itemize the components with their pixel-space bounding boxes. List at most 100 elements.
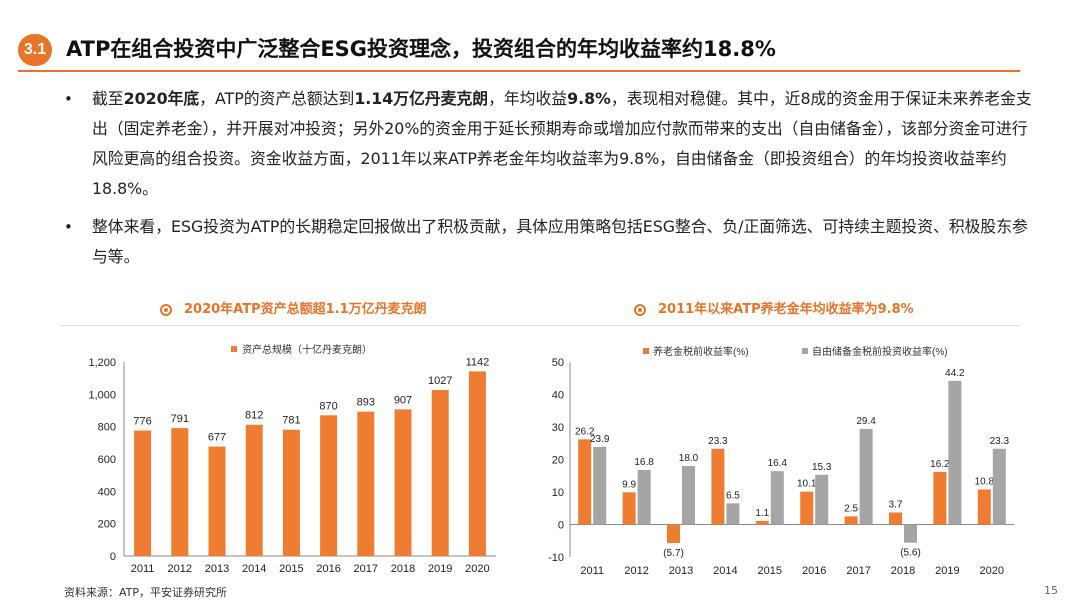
- bar-2012-s2: [637, 469, 651, 525]
- y-tick-label: 600: [98, 454, 116, 466]
- y-tick-label: 20: [552, 455, 564, 467]
- bar-2020: [468, 371, 486, 556]
- data-label: 812: [245, 410, 263, 422]
- x-tick-label: 2013: [669, 565, 693, 577]
- bar-2013-s1: [667, 524, 680, 544]
- data-label: 15.3: [812, 462, 832, 473]
- page-number: 15: [1044, 584, 1058, 597]
- data-label: 10.8: [975, 476, 995, 487]
- bullet-item-2: • 整体来看，ESG投资为ATP的长期稳定回报做出了积极贡献，具体应用策略包括E…: [64, 212, 1034, 272]
- y-tick-label: 400: [98, 486, 116, 498]
- data-label: 893: [357, 397, 375, 409]
- x-tick-label: 2012: [624, 565, 648, 577]
- x-tick-label: 2018: [891, 565, 915, 577]
- bullet-item-1: • 截至2020年底，ATP的资产总额达到1.14万亿丹麦克朗，年均收益9.8%…: [64, 84, 1034, 204]
- x-tick-label: 2011: [580, 565, 604, 577]
- data-label: 29.4: [856, 416, 876, 427]
- bar-2017-s1: [844, 516, 858, 525]
- data-label: 1142: [466, 356, 490, 368]
- x-tick-label: 2019: [428, 563, 452, 575]
- bullet-text: 整体来看，ESG投资为ATP的长期稳定回报做出了积极贡献，具体应用策略包括ESG…: [92, 212, 1034, 272]
- bullet-run: ，年均收益: [488, 89, 568, 108]
- bullet-run: 整体来看，ESG投资为ATP的长期稳定回报做出了积极贡献，具体应用策略包括ESG…: [92, 217, 1028, 266]
- left-chart-title-text: 2020年ATP资产总额超1.1万亿丹麦克朗: [184, 302, 427, 317]
- title-underline: [18, 70, 1020, 72]
- x-tick-label: 2016: [802, 565, 826, 577]
- bullet-run: ，ATP的资产总额达到: [199, 89, 355, 108]
- x-tick-label: 2013: [205, 563, 229, 575]
- y-tick-label: 30: [552, 422, 564, 434]
- bar-2011-s2: [593, 446, 607, 525]
- data-label: 870: [319, 400, 337, 412]
- bullet-bold-run: 1.14万亿丹麦克朗: [354, 89, 489, 108]
- data-label: 23.3: [708, 436, 728, 447]
- bar-2018-s1: [889, 512, 902, 525]
- bar-2013-s2: [682, 466, 695, 525]
- target-icon: [160, 304, 172, 316]
- bar-2016-s2: [815, 474, 829, 525]
- x-tick-label: 2018: [391, 563, 415, 575]
- data-label: 776: [133, 416, 151, 428]
- right-chart-title-text: 2011年以来ATP养老金年均收益率为9.8%: [658, 302, 914, 317]
- y-tick-label: 800: [98, 422, 116, 434]
- bar-2019-s1: [933, 471, 947, 525]
- y-tick-label: 200: [98, 519, 116, 531]
- legend-label: 资产总规模（十亿丹麦克朗）: [242, 343, 372, 356]
- bullet-run: ，表现相对稳健。其中，近8成的资金用于保证未来养老金支出（固定养老金），并开展对…: [92, 89, 1032, 198]
- data-label: 18.0: [679, 453, 699, 464]
- data-label: (5.7): [663, 548, 684, 559]
- data-label: 6.5: [726, 490, 740, 501]
- source-note: 资料来源：ATP，平安证券研究所: [64, 586, 228, 599]
- bar-2012-s1: [622, 492, 636, 525]
- left-chart-title: 2020年ATP资产总额超1.1万亿丹麦克朗: [160, 298, 427, 322]
- bar-2017-s2: [859, 428, 873, 525]
- x-tick-label: 2017: [846, 565, 870, 577]
- legend-swatch: [802, 348, 808, 354]
- x-tick-label: 2014: [242, 563, 266, 575]
- data-label: 907: [394, 394, 412, 406]
- data-label: 16.8: [634, 457, 654, 468]
- data-label: 23.3: [990, 436, 1010, 447]
- legend-swatch: [643, 348, 649, 354]
- bar-2018: [394, 409, 412, 556]
- y-tick-label: -10: [548, 552, 564, 564]
- page-title: ATP在组合投资中广泛整合ESG投资理念，投资组合的年均收益率约18.8%: [66, 37, 776, 61]
- x-tick-label: 2012: [168, 563, 192, 575]
- section-badge: 3.1: [18, 34, 52, 66]
- data-label: 23.9: [590, 434, 610, 445]
- bullet-bold-run: 9.8%: [567, 89, 611, 108]
- asset-size-chart: 0 200 400 600 800 1,000 1,200 776 2011 791 2012 677…: [88, 343, 496, 575]
- x-tick-label: 2014: [713, 565, 737, 577]
- data-label: 16.4: [768, 458, 788, 469]
- bar-2015-s2: [770, 471, 784, 525]
- right-chart-title: 2011年以来ATP养老金年均收益率为9.8%: [634, 298, 914, 322]
- return-rate-chart: -10 0 10 20 30 40 50 26.223.9 2011 9.9 16.8 2012 (5.…: [548, 345, 1014, 577]
- target-icon: [634, 304, 646, 316]
- y-tick-label: 0: [558, 520, 564, 532]
- data-label: 1.1: [755, 508, 769, 519]
- x-tick-label: 2017: [354, 563, 378, 575]
- bullet-bold-run: 2020年底: [123, 89, 200, 108]
- bar-2017: [357, 411, 375, 556]
- bar-2020-s2: [992, 448, 1006, 525]
- legend-swatch: [231, 346, 237, 352]
- bar-2020-s1: [977, 489, 991, 525]
- bar-2013: [208, 446, 226, 556]
- data-label: 26.2: [575, 426, 595, 437]
- data-label: 3.7: [889, 499, 903, 510]
- chart-divider: [60, 325, 1020, 326]
- data-label: 1027: [428, 375, 452, 387]
- x-tick-label: 2016: [316, 563, 340, 575]
- legend-label: 养老金税前收益率(%): [653, 345, 749, 358]
- data-label: 10.1: [797, 479, 817, 490]
- data-label: 677: [208, 432, 226, 444]
- bar-2019: [431, 389, 449, 556]
- data-label: (5.6): [900, 548, 921, 559]
- bar-2014: [245, 424, 263, 556]
- bar-2016-s1: [800, 491, 814, 525]
- bullet-dot: •: [64, 218, 73, 236]
- bar-2015: [282, 429, 300, 556]
- data-label: 9.9: [622, 479, 636, 490]
- x-tick-label: 2015: [758, 565, 782, 577]
- y-tick-label: 40: [552, 390, 564, 402]
